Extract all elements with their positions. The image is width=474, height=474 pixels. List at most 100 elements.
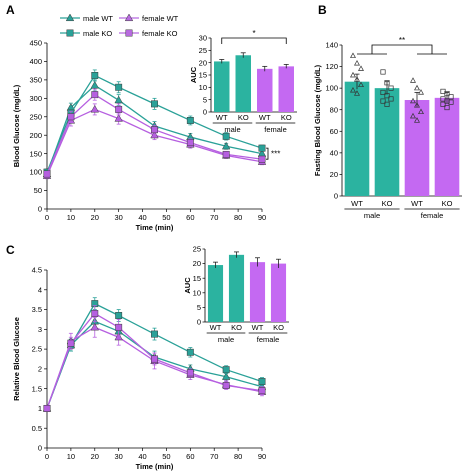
y-tick-label: 0 (197, 318, 201, 327)
bar-chart-a-inset: 0 5 10 15 20 25 30 WT KO WT KO male female AUC * (189, 29, 297, 134)
bar (257, 68, 273, 112)
x-axis-label: Time (min) (136, 462, 174, 471)
y-tick-label: 140 (325, 41, 338, 50)
significance-label: ** (399, 36, 405, 45)
data-point (410, 77, 416, 83)
data-point (43, 404, 51, 412)
y-tick-label: 50 (34, 186, 42, 195)
data-point (444, 105, 450, 111)
significance-label: * (252, 29, 255, 38)
x-tick-label: 70 (210, 213, 218, 222)
y-tick-label: 4 (38, 285, 42, 294)
x-tick-label: 60 (186, 452, 194, 461)
data-point (384, 80, 390, 86)
group-label: male (218, 335, 234, 344)
category-label: WT (259, 113, 271, 122)
category-label: WT (351, 199, 363, 208)
category-label: WT (216, 113, 228, 122)
data-point (380, 69, 386, 75)
data-point (114, 332, 123, 341)
data-point (222, 132, 230, 140)
bar (207, 265, 224, 322)
y-tick-label: 0 (203, 108, 207, 117)
data-point (43, 170, 51, 178)
y-tick-label: 250 (29, 112, 42, 121)
y-tick-label: 150 (29, 149, 42, 158)
y-tick-label: 40 (330, 148, 338, 157)
data-point (151, 355, 158, 363)
legend: male WT male KO female WT female KO (60, 13, 179, 38)
panel-letter-a: A (6, 3, 15, 17)
data-point (384, 101, 390, 107)
x-tick-label: 0 (45, 213, 49, 222)
y-tick-label: 5 (203, 95, 207, 104)
x-tick-label: 90 (258, 213, 266, 222)
x-tick-label: 40 (138, 213, 146, 222)
x-tick-label: 90 (258, 452, 266, 461)
series-line (46, 312, 263, 409)
data-point (410, 112, 416, 119)
bar (235, 55, 251, 112)
legend-marker (65, 13, 75, 22)
x-tick-label: 10 (67, 452, 75, 461)
data-point (186, 348, 194, 356)
data-point (91, 310, 99, 317)
data-point (186, 117, 194, 124)
data-point (186, 369, 194, 377)
data-point (354, 90, 360, 96)
x-tick-label: 20 (91, 213, 99, 222)
category-label: KO (273, 323, 284, 332)
data-point (67, 113, 75, 121)
x-tick-label: 10 (67, 213, 75, 222)
y-axis-label: Fasting Blood Glucose (mg/dL) (313, 64, 322, 176)
x-axis-label: Time (min) (136, 223, 174, 232)
significance-bracket (221, 37, 287, 44)
data-point (115, 83, 123, 91)
data-point (358, 65, 364, 71)
category-label: KO (382, 199, 393, 208)
data-point (114, 95, 123, 104)
y-tick-label: 400 (29, 57, 42, 66)
legend-marker (125, 29, 133, 37)
data-point (151, 330, 158, 338)
y-tick-label: 20 (199, 58, 207, 67)
significance-bracket (371, 44, 433, 54)
data-point (384, 93, 390, 99)
y-tick-label: 3.5 (32, 305, 42, 314)
bar (374, 88, 400, 196)
bar (404, 100, 430, 196)
data-point (221, 372, 231, 380)
x-tick-label: 30 (114, 452, 122, 461)
group-label: male (224, 125, 240, 134)
y-tick-label: 25 (193, 245, 201, 254)
data-point (91, 91, 99, 99)
y-tick-label: 20 (193, 259, 201, 268)
category-label: WT (411, 199, 423, 208)
x-tick-label: 40 (138, 452, 146, 461)
data-point (350, 71, 356, 78)
y-tick-label: 0 (38, 444, 42, 453)
y-tick-label: 200 (29, 131, 42, 140)
category-label: KO (281, 113, 292, 122)
y-tick-label: 20 (330, 170, 338, 179)
line-chart-c: 00.511.522.533.544.50 10 20 30 40 50 60 70 80 90T… (12, 266, 267, 471)
bar (214, 61, 230, 112)
category-label: KO (442, 199, 453, 208)
y-tick-label: 2 (38, 364, 42, 373)
y-tick-label: 60 (330, 127, 338, 136)
data-point (186, 139, 194, 147)
series-line (46, 320, 263, 409)
data-point (358, 81, 364, 88)
x-tick-label: 20 (91, 452, 99, 461)
category-label: KO (231, 323, 242, 332)
group-label: female (257, 335, 280, 344)
data-point (388, 96, 394, 102)
group-label: male (364, 211, 380, 220)
legend-marker (124, 13, 134, 22)
series-line (46, 108, 263, 177)
group-label: female (264, 125, 287, 134)
data-point (354, 76, 360, 82)
